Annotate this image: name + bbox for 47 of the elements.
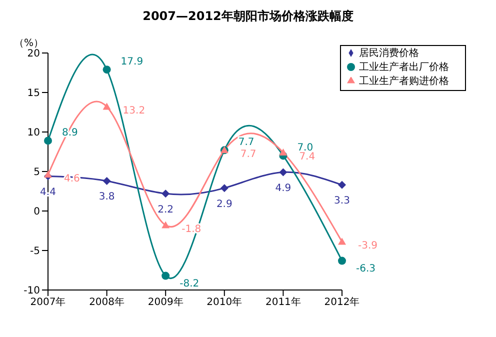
legend-label: 工业生产者出厂价格 [359, 62, 449, 73]
data-label: 7.0 [297, 142, 314, 154]
y-tick-label: 20 [27, 48, 40, 60]
y-tick-label: -10 [24, 286, 40, 297]
x-tick-label: 2008年 [89, 296, 125, 308]
data-label: -3.9 [358, 240, 378, 252]
data-label: 8.9 [62, 127, 78, 138]
y-tick-label: 5 [34, 167, 40, 178]
data-label: 17.9 [120, 56, 144, 68]
point [102, 102, 111, 110]
point [338, 180, 346, 189]
legend-label: 工业生产者购进价格 [359, 76, 449, 87]
x-tick-label: 2011年 [265, 296, 301, 308]
data-label: -6.3 [356, 264, 376, 275]
point [338, 256, 346, 265]
point [44, 136, 52, 145]
data-label: 3.8 [98, 192, 115, 203]
data-label: 2.2 [158, 204, 174, 216]
point [220, 184, 228, 192]
x-tick-label: 2009年 [148, 296, 184, 308]
x-tick-label: 2007年 [30, 296, 66, 308]
y-tick-label: 10 [27, 128, 40, 139]
data-label: 7.7 [238, 136, 254, 148]
data-label: 7.7 [240, 148, 256, 160]
data-label: -8.2 [180, 278, 200, 290]
point [162, 272, 170, 280]
data-label: 2.9 [216, 198, 232, 210]
point [279, 148, 288, 156]
y-tick-label: 15 [27, 88, 40, 100]
x-tick-label: 2010年 [206, 296, 242, 308]
point [338, 238, 346, 245]
chart-title: 2007—2012年朝阳市场价格涨跌幅度 [142, 8, 354, 25]
x-tick-label: 2012年 [324, 296, 360, 308]
legend-label: 居民消费价格 [359, 48, 419, 59]
y-axis-title: （%） [14, 37, 44, 49]
y-tick-label: -5 [30, 246, 40, 258]
data-label: 7.4 [299, 151, 316, 162]
point [102, 176, 111, 185]
data-label: 13.2 [122, 105, 146, 116]
point [162, 190, 170, 198]
data-label: 3.3 [334, 196, 350, 207]
point [162, 221, 170, 228]
point [279, 168, 288, 176]
data-label: 4.9 [275, 183, 292, 194]
y-tick-label: 0 [34, 206, 40, 218]
point [44, 170, 52, 178]
point [102, 66, 111, 74]
